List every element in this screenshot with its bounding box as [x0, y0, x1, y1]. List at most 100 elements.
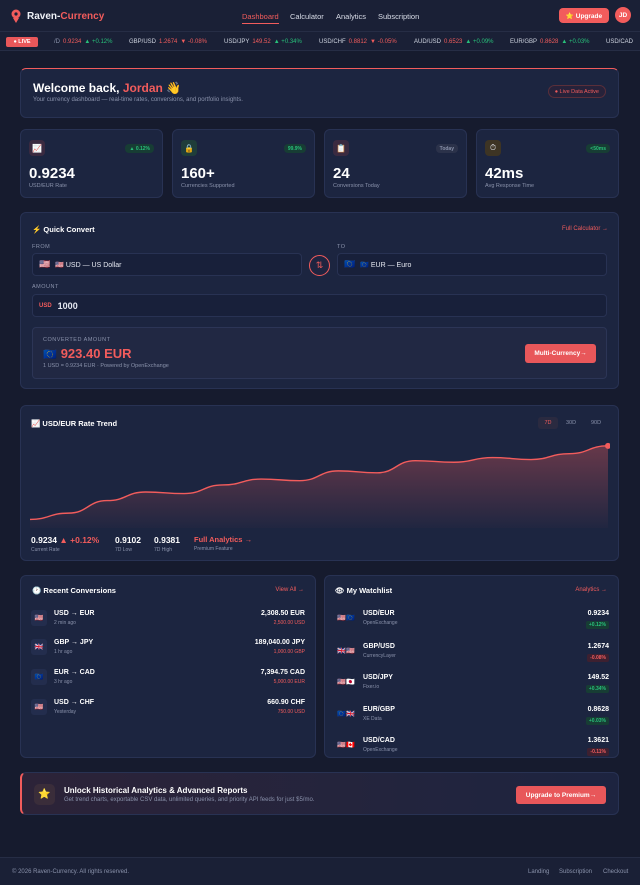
trend-up-icon: 📈: [29, 140, 45, 156]
full-calculator-link[interactable]: Full Calculator →: [561, 226, 608, 232]
promo-title: Unlock Historical Analytics & Advanced R…: [64, 786, 248, 795]
stat-badge: Today: [435, 144, 458, 153]
conversion-amount: 7,394.75 CAD: [260, 669, 305, 676]
high-rate-value: 0.9381: [154, 535, 180, 545]
conversion-row[interactable]: 🇺🇸 USD → EUR 2 min ago 2,308.50 EUR 2,50…: [31, 607, 305, 629]
conversion-row[interactable]: 🇺🇸 USD → CHF Yesterday 660.90 CHF 750.00…: [31, 696, 305, 718]
watchlist-row[interactable]: 🇬🇧🇺🇸 GBP/USD CurrencyLayer 1.2674 -0.08%: [335, 640, 609, 662]
promo-subtitle: Get trend charts, exportable CSV data, u…: [64, 797, 315, 803]
stat-card-response: ⏱ <50ms 42ms Avg Response Time: [476, 129, 619, 198]
nav-link-dashboard[interactable]: Dashboard: [242, 12, 279, 24]
welcome-heading: Welcome back, Jordan 👋: [33, 81, 181, 95]
range-tab-30d[interactable]: 30D: [565, 420, 577, 426]
multi-currency-button[interactable]: Multi-Currency→: [525, 344, 596, 363]
watchlist-row[interactable]: 🇺🇸🇪🇺 USD/EUR OpenExchange 0.9234 +0.12%: [335, 607, 609, 629]
ticker-item: AUD/USD 0.6523 ▲ +0.09%: [414, 39, 494, 45]
us-eu-flag-icon: 🇺🇸🇪🇺: [337, 615, 355, 622]
upgrade-button[interactable]: ⭐ Upgrade: [559, 8, 609, 23]
watch-rate: 1.3621: [587, 737, 609, 744]
stat-label: Currencies Supported: [181, 183, 235, 189]
watch-pair: USD/JPY: [363, 674, 393, 681]
gb-us-flag-icon: 🇬🇧🇺🇸: [337, 648, 355, 655]
footer-link-landing[interactable]: Landing: [528, 869, 550, 875]
premium-promo-banner: ⭐ Unlock Historical Analytics & Advanced…: [20, 772, 619, 815]
footer-link-checkout[interactable]: Checkout: [603, 869, 629, 875]
conversion-pair: USD → CHF: [54, 699, 95, 706]
ticker-pair: /D: [54, 39, 60, 45]
converted-amount-box: CONVERTED AMOUNT 🇪🇺 923.40 EUR 1 USD = 0.…: [32, 327, 607, 379]
ticker-change: ▲ +0.12%: [84, 39, 113, 45]
ticker-item: USD/JPY 149.52 ▲ +0.34%: [224, 39, 302, 45]
amount-value: 1000: [57, 300, 78, 311]
to-currency-value: 🇪🇺 EUR — Euro: [360, 261, 412, 269]
watch-change: +0.12%: [585, 621, 609, 629]
range-tab-7d[interactable]: 7D: [538, 417, 558, 429]
stat-badge: <50ms: [586, 144, 610, 153]
footer-link-subscription[interactable]: Subscription: [559, 869, 593, 875]
conversion-amount: 2,308.50 EUR: [261, 610, 305, 617]
watch-change: -0.08%: [587, 654, 609, 662]
high-rate-label: 7D High: [154, 547, 173, 553]
brand-logo[interactable]: Raven-Currency: [10, 9, 104, 23]
wave-icon: 👋: [166, 81, 182, 95]
ticker-pair: EUR/GBP: [510, 39, 538, 45]
us-flag-icon: 🇺🇸: [39, 259, 51, 269]
copyright-text: © 2026 Raven-Currency. All rights reserv…: [12, 869, 130, 875]
us-jp-flag-icon: 🇺🇸🇯🇵: [337, 679, 355, 686]
welcome-card: Welcome back, Jordan 👋 Your currency das…: [20, 68, 619, 118]
stat-badge: 99.9%: [283, 144, 306, 153]
to-currency-select[interactable]: 🇪🇺 🇪🇺 EUR — Euro: [337, 253, 607, 276]
conversion-row[interactable]: 🇬🇧 GBP → JPY 1 hr ago 189,040.00 JPY 1,0…: [31, 636, 305, 658]
conversion-row[interactable]: 🇪🇺 EUR → CAD 3 hr ago 7,394.75 CAD 5,000…: [31, 666, 305, 688]
upgrade-premium-button[interactable]: Upgrade to Premium→: [516, 786, 606, 804]
amount-label: AMOUNT: [32, 284, 59, 290]
conversion-pair: EUR → CAD: [54, 669, 95, 676]
from-currency-select[interactable]: 🇺🇸 🇺🇸 USD — US Dollar: [32, 253, 302, 276]
stat-card-currencies: 🔒 99.9% 160+ Currencies Supported: [172, 129, 315, 198]
page-footer: © 2026 Raven-Currency. All rights reserv…: [0, 857, 640, 885]
watch-rate: 0.9234: [587, 610, 609, 617]
to-label: TO: [337, 244, 346, 250]
conversion-time: 3 hr ago: [54, 679, 73, 685]
view-all-link[interactable]: View All →: [275, 587, 304, 593]
conversion-time: 1 hr ago: [54, 649, 73, 655]
stat-label: Conversions Today: [333, 183, 380, 189]
nav-link-calculator[interactable]: Calculator: [290, 12, 324, 21]
swap-currencies-button[interactable]: ⇅: [309, 255, 330, 276]
nav-link-analytics[interactable]: Analytics: [336, 12, 367, 21]
conversion-source: 2,500.00 USD: [273, 620, 305, 626]
conversion-source: 5,000.00 EUR: [273, 679, 305, 685]
ticker-item: GBP/USD 1.2674 ▼ -0.08%: [129, 39, 207, 45]
watch-change: -0.11%: [587, 748, 609, 756]
rate-trend-title: 📈 USD/EUR Rate Trend: [31, 419, 118, 428]
star-icon: ⭐: [34, 784, 55, 805]
conversion-pair: USD → EUR: [54, 610, 95, 617]
watchlist-row[interactable]: 🇪🇺🇬🇧 EUR/GBP XE Data 0.8628 +0.03%: [335, 703, 609, 725]
ticker-value: 0.8628: [540, 39, 559, 45]
brand-name-part-a: Raven-: [27, 10, 61, 22]
ticker-change: ▲ +0.34%: [273, 39, 302, 45]
live-badge: ● LIVE: [6, 37, 38, 47]
watchlist-row[interactable]: 🇺🇸🇨🇦 USD/CAD OpenExchange 1.3621 -0.11%: [335, 734, 609, 756]
amount-input[interactable]: USD 1000: [32, 294, 607, 317]
ticker-item: EUR/GBP 0.8628 ▲ +0.03%: [510, 39, 590, 45]
low-rate-stat: 0.9102 7D Low: [115, 535, 141, 553]
range-tab-90d[interactable]: 90D: [590, 420, 602, 426]
user-avatar[interactable]: JD: [615, 7, 631, 23]
user-name: Jordan: [122, 81, 163, 95]
current-rate-label: Current Rate: [31, 547, 60, 553]
full-analytics-link[interactable]: Full Analytics → Premium Feature: [194, 535, 252, 552]
watchlist-row[interactable]: 🇺🇸🇯🇵 USD/JPY Fixer.io 149.52 +0.34%: [335, 671, 609, 693]
watch-source: Fixer.io: [363, 684, 380, 690]
converted-amount: 923.40 EUR: [60, 346, 132, 361]
current-rate-change: ▲ +0.12%: [59, 535, 100, 545]
watch-rate: 0.8628: [587, 706, 609, 713]
analytics-link[interactable]: Analytics →: [575, 587, 607, 593]
ticker-pair: USD/CAD: [606, 39, 634, 45]
watch-pair: USD/EUR: [363, 610, 395, 617]
eu-gb-flag-icon: 🇪🇺🇬🇧: [337, 711, 355, 718]
eu-flag-icon: 🇪🇺: [31, 669, 47, 685]
conversion-amount: 189,040.00 JPY: [254, 639, 305, 646]
nav-link-subscription[interactable]: Subscription: [378, 12, 420, 21]
ticker-value: 149.52: [252, 39, 271, 45]
